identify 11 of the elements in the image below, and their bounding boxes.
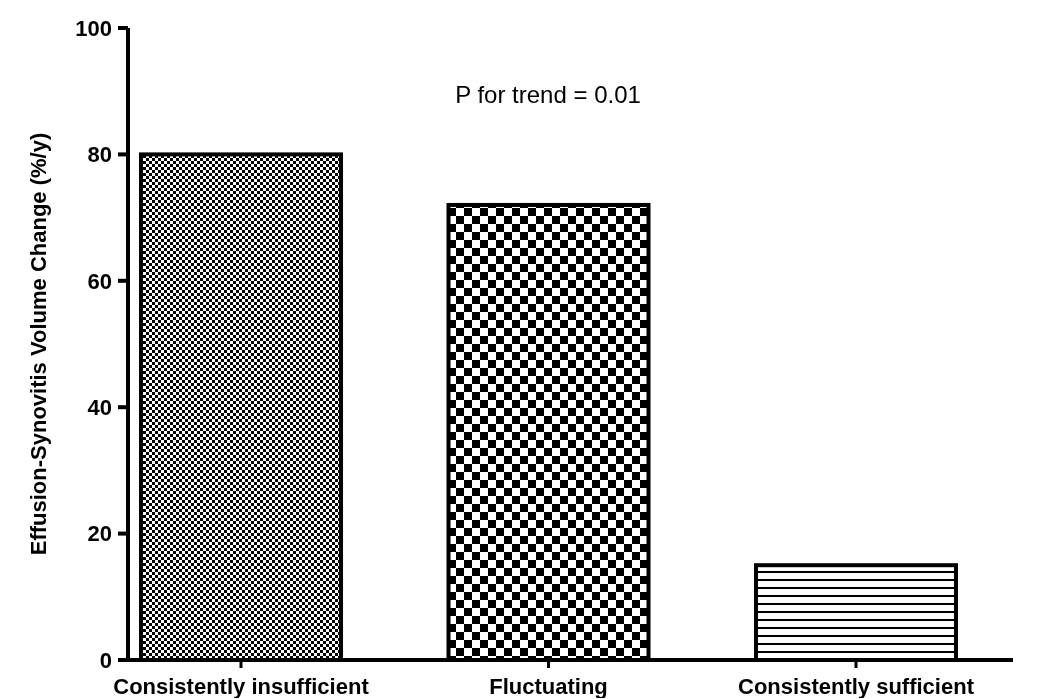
y-tick-label: 80 <box>87 142 112 168</box>
y-tick-label: 20 <box>87 521 112 547</box>
y-tick-label: 100 <box>75 15 112 41</box>
annotation: P for trend = 0.01 <box>455 81 641 108</box>
y-tick-label: 60 <box>87 268 112 294</box>
x-tick-label: Consistently insufficient <box>113 674 370 699</box>
y-tick-label: 0 <box>99 647 112 673</box>
x-tick-label: Fluctuating <box>489 674 608 699</box>
y-tick-label: 40 <box>87 394 112 420</box>
x-tick-label: Consistently sufficient <box>738 674 975 699</box>
y-axis-title: Effusion-Synovitis Volume Change (%/y) <box>26 132 51 556</box>
